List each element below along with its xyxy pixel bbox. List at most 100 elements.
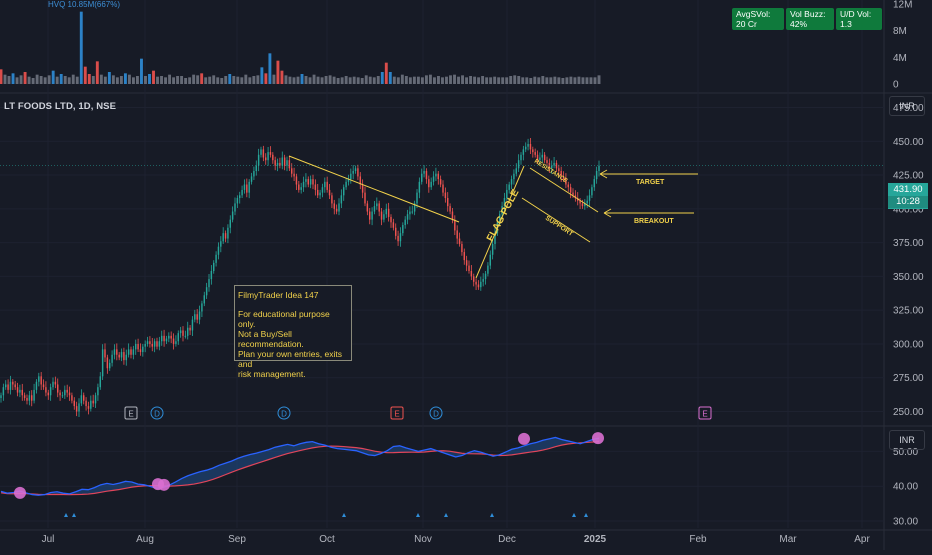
candle-body: [319, 192, 321, 196]
volume-bar: [152, 70, 155, 84]
candle-body: [399, 233, 402, 242]
volume-bar: [545, 77, 549, 84]
symbol-title: LT FOODS LTD, 1D, NSE: [4, 101, 117, 112]
candle-body: [484, 273, 487, 280]
volume-bar: [95, 61, 99, 84]
candle-body: [515, 168, 518, 174]
volume-bar: [11, 73, 15, 84]
candle-body: [276, 162, 279, 166]
candle-body: [423, 171, 425, 174]
volume-bar: [352, 76, 356, 84]
volume-bar: [368, 76, 372, 84]
candle-body: [120, 352, 123, 358]
candle-body: [172, 338, 175, 344]
price-tick-label: 450.00: [893, 137, 924, 148]
volume-bar: [83, 66, 87, 84]
candle-body: [553, 162, 555, 166]
volume-bar: [589, 77, 593, 84]
candle-body: [45, 387, 47, 393]
candle-body: [347, 179, 350, 182]
candle-body: [52, 381, 54, 388]
volume-bar: [396, 77, 400, 84]
candle-body: [402, 225, 404, 234]
volume-bar: [172, 77, 176, 84]
volume-bar: [196, 75, 200, 84]
candle-body: [175, 341, 177, 344]
candle-body: [99, 376, 102, 388]
candle-body: [68, 392, 71, 396]
volume-bar: [477, 77, 481, 84]
candle-body: [177, 333, 180, 342]
volume-bar: [47, 75, 51, 84]
volume-bar: [356, 77, 360, 84]
candle-body: [78, 403, 80, 412]
volume-bar: [577, 76, 581, 84]
currency-selector-main[interactable]: INR: [889, 96, 925, 116]
candle-body: [246, 184, 248, 193]
candle-body: [475, 281, 477, 285]
volume-bar: [111, 75, 115, 84]
price-tick-label: 250.00: [893, 407, 924, 418]
volume-bar: [561, 78, 565, 84]
volume-bar: [537, 77, 541, 84]
candle-body: [253, 171, 255, 177]
support-line: [521, 197, 591, 243]
event-marker-label: E: [394, 410, 399, 419]
candle-body: [165, 338, 168, 342]
candle-body: [90, 400, 92, 409]
volume-bar: [43, 77, 47, 84]
candle-body: [236, 198, 239, 204]
candle-body: [328, 189, 331, 196]
candle-body: [527, 143, 529, 147]
volume-bar: [497, 77, 501, 84]
idea-note-box: FilmyTrader Idea 147 For educational pur…: [234, 285, 352, 379]
volume-bar: [428, 74, 432, 84]
candle-body: [529, 143, 532, 150]
volume-bar: [441, 77, 444, 84]
candle-body: [0, 395, 2, 398]
volume-bar: [501, 77, 505, 84]
volume-bar: [228, 74, 232, 84]
candle-body: [54, 381, 57, 385]
candle-body: [295, 176, 298, 185]
candle-body: [520, 154, 522, 161]
candle-body: [61, 395, 64, 397]
candle-body: [283, 157, 286, 166]
volume-bar: [392, 76, 396, 84]
candle-body: [371, 211, 373, 220]
event-marker-label: E: [128, 410, 133, 419]
indicator-fill: [1, 437, 599, 496]
last-price-tag: 431.90 10:28: [888, 183, 928, 209]
event-marker-label: D: [154, 410, 160, 419]
volume-bar: [79, 11, 83, 85]
volume-bar: [59, 74, 63, 84]
candle-body: [248, 181, 250, 193]
volume-bar: [573, 77, 577, 84]
candle-body: [326, 181, 328, 190]
candle-body: [203, 295, 206, 304]
candle-body: [572, 192, 574, 196]
avg-volume-badge: AvgSVol: 20 Cr: [732, 8, 784, 30]
candle-body: [350, 173, 352, 180]
candle-body: [82, 395, 85, 401]
candle-body: [555, 162, 558, 169]
volume-bar: [224, 76, 228, 84]
volume-bar: [71, 74, 75, 84]
candle-body: [255, 165, 258, 172]
candle-body: [550, 165, 553, 169]
candle-body: [376, 203, 378, 207]
currency-selector-indicator[interactable]: INR: [889, 430, 925, 450]
volume-bars: [0, 11, 601, 85]
candle-body: [170, 335, 172, 339]
volume-bar: [3, 74, 7, 84]
volume-bar: [549, 77, 553, 84]
candle-body: [418, 181, 421, 193]
candle-body: [324, 181, 326, 188]
candle-body: [220, 241, 222, 247]
volume-bar: [272, 74, 276, 84]
candle-body: [286, 160, 288, 166]
trendline-downtrend: [288, 155, 460, 223]
time-tick-label: Dec: [498, 534, 516, 545]
